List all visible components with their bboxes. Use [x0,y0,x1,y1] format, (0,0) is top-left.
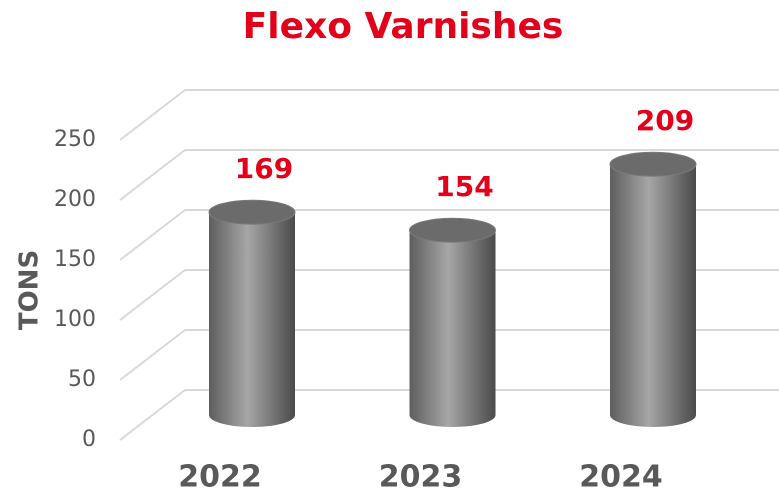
grid-line [119,209,779,261]
bar [409,230,496,428]
x-tick-label: 2024 [579,460,663,493]
y-axis-label: TONS [15,250,45,330]
x-tick-label: 2023 [379,460,463,493]
y-tick-label: 0 [82,427,96,452]
grid-line [119,389,779,441]
bar-top [609,151,697,177]
y-tick-label: 150 [54,247,96,272]
grid-line [119,149,779,201]
grid-line [119,269,779,321]
y-tick-label: 100 [54,307,96,332]
y-tick-label: 50 [68,367,96,392]
data-label: 169 [235,152,293,185]
data-label: 154 [435,170,493,203]
grid-line [119,329,779,381]
y-tick-label: 200 [54,187,96,212]
bar [610,164,696,427]
y-tick-label: 250 [54,127,96,152]
x-tick-label: 2022 [178,460,262,493]
data-label: 209 [636,104,694,137]
bar [209,212,295,427]
grid-line [119,89,779,141]
bar-top [409,217,496,243]
chart-title: Flexo Varnishes [243,6,564,47]
bar-top [208,199,296,225]
